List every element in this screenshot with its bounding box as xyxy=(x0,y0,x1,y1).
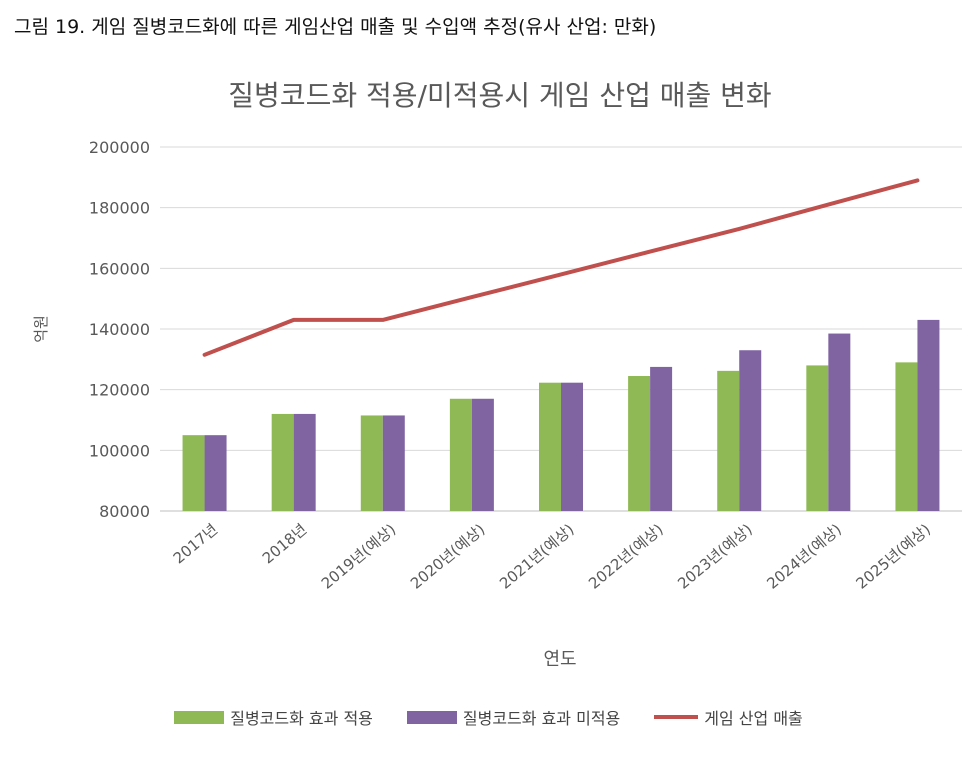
legend-item-not-applied: 질병코드화 효과 미적용 xyxy=(406,705,621,729)
legend-swatch-applied xyxy=(174,710,225,724)
x-tick-label: 2017년 xyxy=(170,520,221,567)
x-tick-label: 2022년(예상) xyxy=(585,520,666,592)
bar-not-applied xyxy=(293,413,316,511)
legend-label-not-applied: 질병코드화 효과 미적용 xyxy=(462,709,621,728)
bar-not-applied xyxy=(204,435,227,511)
bar-not-applied xyxy=(739,350,762,511)
line-series xyxy=(202,178,920,357)
x-tick-label: 2023년(예상) xyxy=(674,520,755,592)
bar-applied xyxy=(539,382,561,511)
x-tick-label: 2018년 xyxy=(259,520,310,567)
bars xyxy=(182,319,940,511)
y-tick-label: 180000 xyxy=(89,199,150,218)
bar-not-applied xyxy=(382,415,405,511)
y-axis-ticks: 80000 100000 120000 140000 160000 180000 20000… xyxy=(89,138,150,521)
y-tick-label: 160000 xyxy=(89,259,150,278)
bar-applied xyxy=(182,435,205,511)
bar-not-applied xyxy=(828,333,851,511)
x-tick-label: 2019년(예상) xyxy=(318,520,399,592)
bar-applied xyxy=(271,413,294,511)
bar-applied xyxy=(806,365,829,511)
y-tick-label: 140000 xyxy=(89,320,150,339)
y-tick-label: 80000 xyxy=(99,502,150,521)
legend: 질병코드화 효과 적용 질병코드화 효과 미적용 게임 산업 매출 xyxy=(0,705,977,729)
legend-label-revenue: 게임 산업 매출 xyxy=(704,709,803,728)
legend-swatch-not-applied xyxy=(406,710,457,724)
legend-swatch-revenue xyxy=(654,715,699,719)
bar-not-applied xyxy=(561,382,583,511)
legend-label-applied: 질병코드화 효과 적용 xyxy=(230,709,373,728)
bar-not-applied xyxy=(471,398,494,511)
x-axis-ticks: 2017년 2018년 2019년(예상) 2020년(예상) 2021년(예상) 202… xyxy=(170,520,934,592)
y-tick-label: 200000 xyxy=(89,138,150,157)
bar-not-applied xyxy=(650,366,673,511)
legend-item-applied: 질병코드화 효과 적용 xyxy=(174,705,373,729)
y-axis-label: 억원 xyxy=(32,315,50,343)
y-tick-label: 120000 xyxy=(89,381,150,400)
bar-applied xyxy=(360,415,383,511)
y-tick-label: 100000 xyxy=(89,441,150,460)
legend-item-revenue: 게임 산업 매출 xyxy=(654,705,803,729)
figure-caption: 그림 19. 게임 질병코드화에 따른 게임산업 매출 및 수입액 추정(유사 … xyxy=(14,16,657,38)
bar-applied xyxy=(628,376,651,511)
bar-applied xyxy=(717,370,740,511)
x-tick-label: 2021년(예상) xyxy=(496,520,577,592)
bar-not-applied xyxy=(917,319,940,511)
x-tick-label: 2024년(예상) xyxy=(763,520,844,592)
chart-title: 질병코드화 적용/미적용시 게임 산업 매출 변화 xyxy=(228,79,771,112)
x-tick-label: 2020년(예상) xyxy=(407,520,488,592)
bar-applied xyxy=(895,362,918,511)
x-axis-label: 연도 xyxy=(543,649,576,670)
x-tick-label: 2025년(예상) xyxy=(853,520,934,592)
bar-applied xyxy=(449,398,472,511)
